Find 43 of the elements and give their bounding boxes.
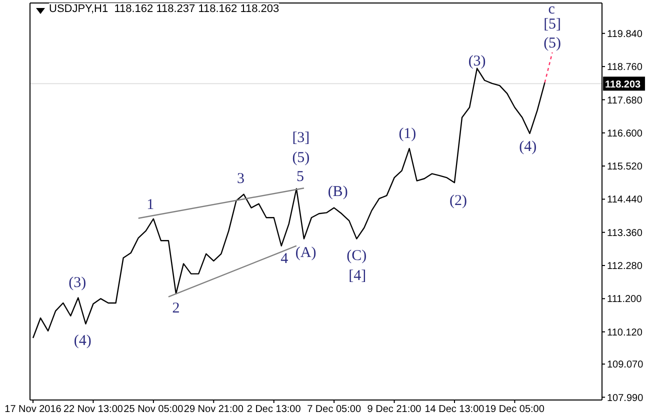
x-tick-label: 25 Nov 05:00 <box>124 404 184 414</box>
x-tick-label: 7 Dec 05:00 <box>307 404 362 414</box>
annotation: 1 <box>146 197 154 214</box>
x-tick-label: 9 Dec 21:00 <box>367 404 422 414</box>
annotation: (4) <box>74 333 92 350</box>
y-tick-label: 109.070 <box>607 360 644 371</box>
x-tick-label: 19 Dec 05:00 <box>484 404 545 414</box>
annotation: c <box>548 2 556 18</box>
x-tick-label: 17 Nov 2016 <box>4 404 62 414</box>
ref-line-label: 118.203 <box>605 80 642 91</box>
annotation: (C) <box>346 248 367 264</box>
annotation: (5) <box>292 150 310 166</box>
x-tick-label: 14 Dec 13:00 <box>424 404 485 414</box>
y-tick-label: 107.990 <box>607 392 644 404</box>
annotation: (1) <box>398 126 416 142</box>
y-tick-label: 116.600 <box>607 128 643 140</box>
chart-title: USDJPY,H1 118.162 118.237 118.162 118.203 <box>49 3 280 15</box>
annotation: 5 <box>296 168 304 185</box>
y-tick-label: 113.360 <box>607 228 643 239</box>
annotation: (2) <box>449 193 467 210</box>
annotation: (B) <box>328 184 348 200</box>
y-tick-label: 111.200 <box>607 294 642 306</box>
y-tick-label: 110.120 <box>607 327 643 338</box>
y-tick-label: 112.280 <box>607 261 643 272</box>
annotation: (3) <box>468 54 486 70</box>
y-tick-label: 115.520 <box>607 162 643 173</box>
x-tick-label: 29 Nov 21:00 <box>184 404 244 414</box>
y-tick-label: 119.840 <box>607 28 643 40</box>
annotation: (3) <box>68 275 86 292</box>
annotation: [4] <box>348 268 366 284</box>
annotation: 3 <box>236 171 244 188</box>
y-tick-label: 114.440 <box>607 194 643 206</box>
x-tick-label: 22 Nov 13:00 <box>63 404 124 414</box>
y-tick-label: 117.680 <box>607 95 643 106</box>
annotation: 4 <box>280 251 289 268</box>
annotation: [5] <box>544 16 562 33</box>
annotation: 2 <box>172 300 180 316</box>
y-tick-label: 118.760 <box>607 62 643 74</box>
annotation: [3] <box>292 130 310 146</box>
annotation: (5) <box>544 36 562 52</box>
x-tick-label: 2 Dec 13:00 <box>246 404 302 414</box>
annotation: (A) <box>295 245 316 262</box>
annotation: (4) <box>519 138 537 155</box>
